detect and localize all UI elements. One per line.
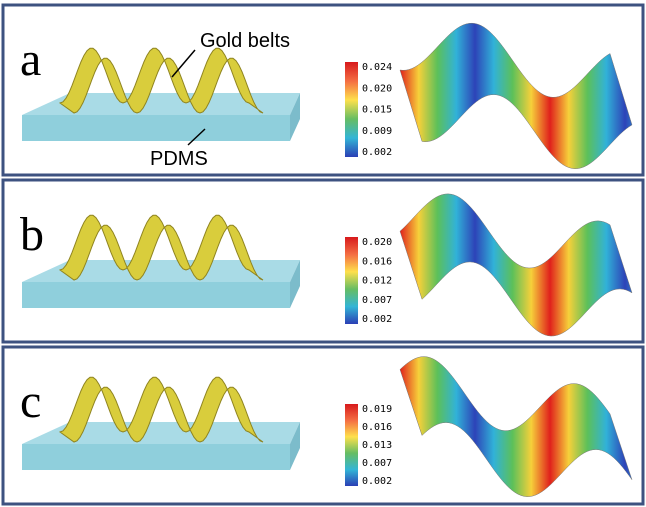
page: a 0.024 0.020 0.015 0.009 0.002 Gold belts PDMS… [0, 0, 646, 507]
panel: b 0.020 0.016 0.012 0.007 0.002 [3, 180, 643, 342]
colorbar [345, 62, 358, 157]
figure: a 0.024 0.020 0.015 0.009 0.002 Gold belts PDMS… [0, 0, 646, 507]
colorbar-tick-label: 0.007 [362, 458, 392, 469]
colorbar-tick-label: 0.012 [362, 276, 392, 287]
colorbar-tick-label: 0.016 [362, 422, 392, 433]
pdms-front [22, 444, 290, 470]
colorbar-tick-label: 0.020 [362, 237, 392, 248]
colorbar-tick-label: 0.024 [362, 62, 392, 73]
panel-border [3, 5, 643, 175]
colorbar-tick-label: 0.002 [362, 476, 392, 487]
colorbar-tick-label: 0.016 [362, 256, 392, 267]
colorbar-tick-label: 0.019 [362, 404, 392, 415]
colorbar-tick-label: 0.002 [362, 147, 392, 158]
colorbar-tick-label: 0.007 [362, 295, 392, 306]
panel-label: a [20, 33, 41, 86]
colorbar [345, 237, 358, 324]
panel: c 0.019 0.016 0.013 0.007 0.002 [3, 347, 643, 504]
colorbar-tick-label: 0.013 [362, 440, 392, 451]
colorbar-tick-label: 0.009 [362, 126, 392, 137]
pdms-front [22, 282, 290, 308]
colorbar-tick-label: 0.015 [362, 105, 392, 116]
annotation: PDMS [150, 148, 208, 170]
colorbar-tick-label: 0.002 [362, 314, 392, 325]
panel-label: c [20, 375, 41, 428]
panel-label: b [20, 208, 44, 261]
panel: a 0.024 0.020 0.015 0.009 0.002 Gold belts PDMS [3, 5, 643, 175]
annotation: Gold belts [200, 30, 290, 52]
pdms-front [22, 115, 290, 141]
colorbar-tick-label: 0.020 [362, 83, 392, 94]
colorbar [345, 404, 358, 486]
